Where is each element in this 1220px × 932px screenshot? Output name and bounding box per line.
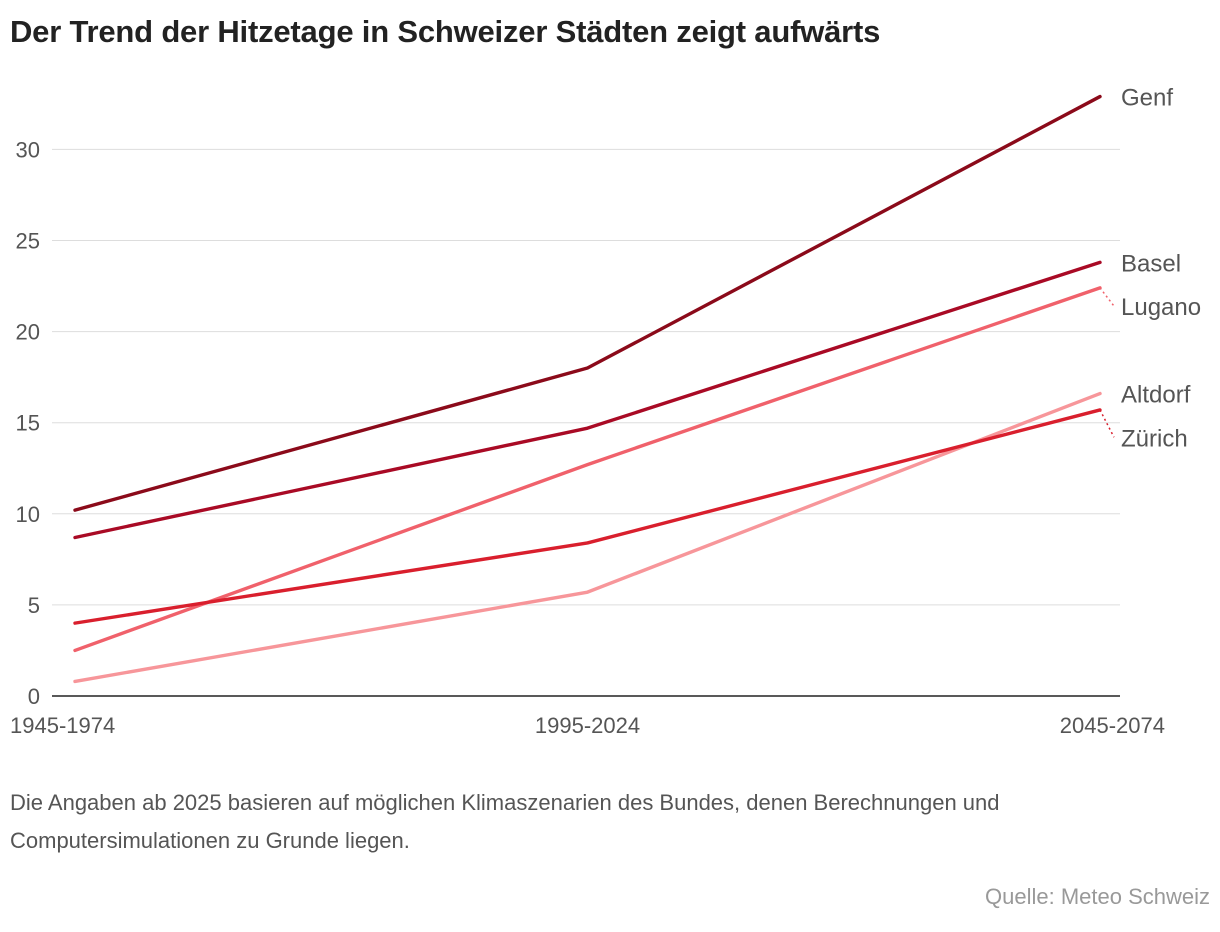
y-tick-label: 20 — [16, 320, 40, 345]
series-label: Genf — [1121, 85, 1173, 112]
label-connector — [1099, 287, 1115, 307]
x-tick-label: 1995-2024 — [535, 713, 640, 738]
x-tick-label: 2045-2074 — [1060, 713, 1165, 738]
chart-title: Der Trend der Hitzetage in Schweizer Stä… — [10, 14, 881, 49]
y-tick-label: 25 — [16, 229, 40, 254]
series-label: Zürich — [1121, 425, 1188, 452]
y-axis-ticks: 0 5 10 15 20 25 30 — [16, 137, 40, 709]
y-tick-label: 30 — [16, 137, 40, 162]
y-tick-label: 10 — [16, 502, 40, 527]
x-axis-ticks: 1945-1974 1995-2024 2045-2074 — [10, 713, 1165, 738]
gridlines — [52, 148, 1120, 697]
series-lines — [73, 94, 1102, 684]
label-connector — [1099, 409, 1115, 438]
series-line — [73, 94, 1102, 512]
footnote: Die Angaben ab 2025 basieren auf möglich… — [10, 790, 1000, 853]
y-tick-label: 15 — [16, 411, 40, 436]
line-chart: 0 5 10 15 20 25 30 1945-1974 1995-2024 2045-2074… — [10, 85, 1201, 738]
series-label: Lugano — [1121, 294, 1201, 321]
y-tick-label: 0 — [28, 684, 40, 709]
series-label: Basel — [1121, 250, 1181, 277]
series-line — [73, 408, 1102, 625]
series-label: Altdorf — [1121, 382, 1191, 409]
series-line — [73, 286, 1102, 653]
series-line — [73, 391, 1102, 684]
series-labels: Genf Basel Lugano Altdorf Zürich — [1099, 85, 1201, 452]
y-tick-label: 5 — [28, 593, 40, 618]
series-line — [73, 260, 1102, 540]
x-tick-label: 1945-1974 — [10, 713, 115, 738]
source-credit: Quelle: Meteo Schweiz — [985, 884, 1210, 909]
